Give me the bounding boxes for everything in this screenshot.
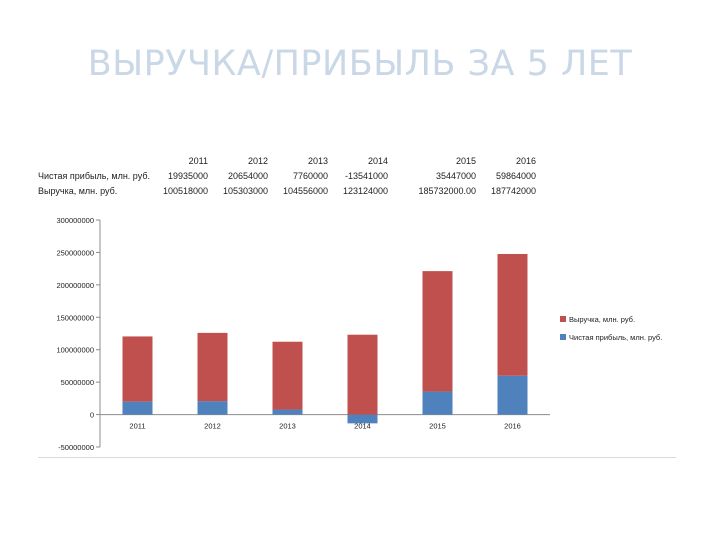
year-header: 2012 (247, 155, 268, 166)
row-label: Чистая прибыль, млн. руб. (38, 170, 150, 181)
bar-revenue (122, 336, 153, 402)
bar-revenue (497, 253, 528, 376)
legend-swatch-profit (560, 334, 566, 340)
slide-title: ВЫРУЧКА/ПРИБЫЛЬ ЗА 5 ЛЕТ (87, 44, 633, 84)
x-tick-label: 2011 (129, 422, 145, 431)
bar-revenue (422, 271, 453, 392)
y-tick-label: 50000000 (61, 378, 94, 387)
table-cell: 123124000 (342, 185, 388, 196)
bar-profit (272, 409, 303, 415)
table-cell: 59864000 (495, 170, 536, 181)
table-cell: -13541000 (344, 170, 388, 181)
bar-revenue (347, 334, 378, 415)
year-header: 2013 (307, 155, 328, 166)
x-tick-label: 2013 (279, 422, 296, 431)
bar-profit (347, 414, 378, 424)
table-cell: 20654000 (227, 170, 268, 181)
bar-profit (122, 401, 153, 415)
table-row-profit: Чистая прибыль, млн. руб. 19935000 20654… (38, 168, 536, 183)
y-tick-label: 150000000 (56, 313, 94, 322)
legend-label-revenue: Выручка, млн. руб. (569, 315, 635, 324)
table-row-revenue: Выручка, млн. руб. 100518000 105303000 1… (38, 183, 536, 198)
stacked-bar-chart: 300000000 250000000 200000000 150000000 1000… (56, 216, 662, 452)
table-cell: 105303000 (222, 185, 268, 196)
year-header: 2014 (367, 155, 388, 166)
year-header: 2016 (515, 155, 536, 166)
table-cell: 35447000 (435, 170, 476, 181)
x-tick-label: 2014 (354, 422, 371, 431)
x-tick-label: 2012 (204, 422, 221, 431)
x-tick-label: 2016 (504, 422, 521, 431)
y-tick-label: -50000000 (58, 443, 94, 452)
y-tick-label: 250000000 (56, 248, 94, 257)
y-tick-label: 0 (90, 411, 94, 420)
table-cell: 19935000 (167, 170, 208, 181)
year-header: 2015 (455, 155, 476, 166)
y-tick-label: 100000000 (56, 346, 94, 355)
bar-revenue (197, 332, 228, 402)
bar-profit (422, 391, 453, 415)
table-cell: 100518000 (162, 185, 208, 196)
table-cell: 104556000 (282, 185, 328, 196)
table-cell: 187742000 (490, 185, 536, 196)
y-tick-label: 200000000 (56, 281, 94, 290)
table-header-row: 2011 2012 2013 2014 2015 2016 (38, 153, 536, 168)
chart-frame: 300000000 250000000 200000000 150000000 1000… (38, 210, 678, 460)
table-cell: 185732000.00 (418, 185, 476, 196)
legend-label-profit: Чистая прибыль, млн. руб. (569, 333, 662, 342)
year-header: 2011 (188, 155, 208, 166)
y-tick-label: 300000000 (56, 216, 94, 225)
bar-revenue (272, 341, 303, 410)
bar-profit (497, 375, 528, 415)
legend-swatch-revenue (560, 316, 566, 322)
table-cell: 7760000 (292, 170, 328, 181)
data-table: 2011 2012 2013 2014 2015 2016 Чистая при… (38, 153, 536, 198)
x-tick-label: 2015 (429, 422, 446, 431)
divider-line (38, 457, 676, 458)
row-label: Выручка, млн. руб. (38, 185, 118, 196)
bar-profit (197, 401, 228, 415)
table-corner (38, 153, 154, 168)
